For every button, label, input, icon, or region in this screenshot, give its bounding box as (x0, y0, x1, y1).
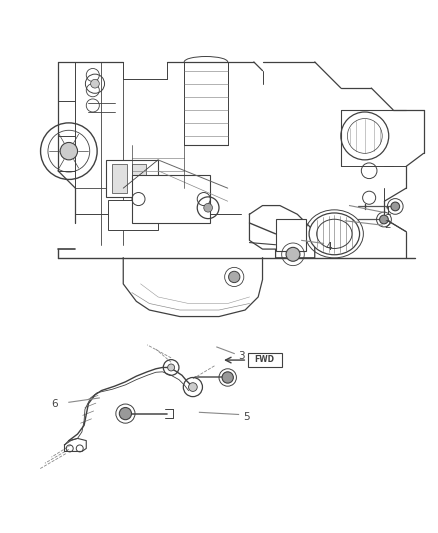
FancyBboxPatch shape (248, 353, 282, 367)
Circle shape (222, 372, 233, 383)
Bar (276, 219, 306, 251)
Text: 1: 1 (385, 207, 391, 217)
Polygon shape (64, 439, 86, 451)
Circle shape (391, 202, 399, 211)
Text: 6: 6 (51, 399, 58, 409)
Text: 2: 2 (385, 220, 391, 230)
Circle shape (286, 247, 300, 261)
Circle shape (91, 79, 99, 88)
Text: 4: 4 (325, 242, 332, 252)
Circle shape (380, 215, 389, 224)
Circle shape (168, 364, 175, 371)
Circle shape (229, 271, 240, 282)
Circle shape (188, 383, 197, 391)
Bar (132, 175, 210, 223)
Bar (132, 164, 146, 193)
Circle shape (60, 142, 78, 160)
Text: 5: 5 (243, 411, 250, 422)
Text: 3: 3 (239, 351, 245, 361)
Circle shape (119, 408, 131, 419)
Bar (106, 160, 158, 197)
Bar (113, 164, 127, 193)
Ellipse shape (309, 213, 360, 255)
Text: FWD: FWD (255, 355, 275, 364)
Circle shape (204, 204, 212, 212)
Bar (108, 200, 158, 230)
